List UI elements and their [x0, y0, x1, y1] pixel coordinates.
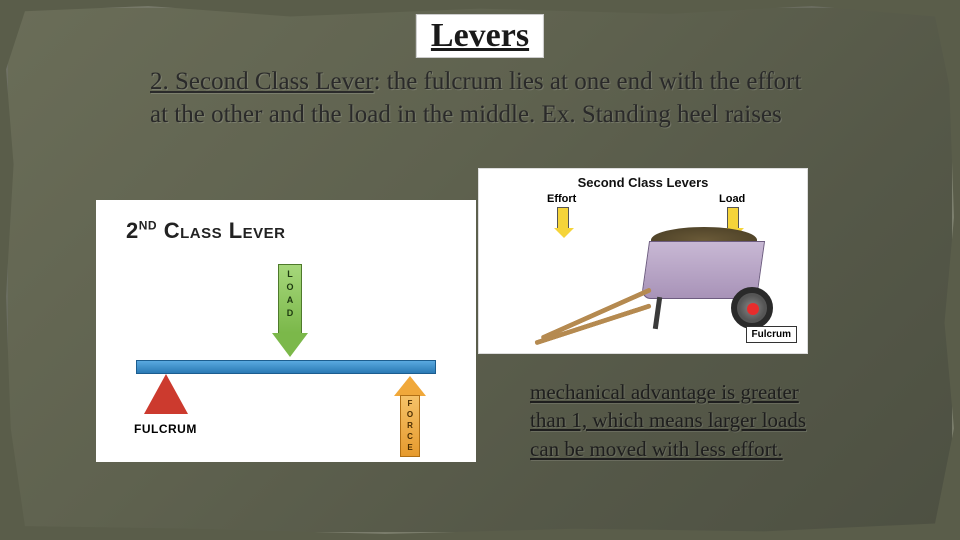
slide-title: Levers — [431, 17, 529, 54]
load-arrow-icon — [727, 207, 739, 229]
force-arrow-shaft: FORCE — [400, 395, 420, 457]
lever-beam — [136, 360, 436, 374]
wheelbarrow-leg — [653, 297, 662, 329]
fulcrum-triangle — [144, 374, 188, 414]
diagram-2nd-class-lever: 2ND Class Lever LOAD FULCRUM FORCE — [96, 200, 476, 462]
body-lead: 2. Second Class Lever — [150, 68, 374, 95]
wheelbarrow-handle — [534, 303, 652, 345]
diagram-right-title: Second Class Levers — [578, 175, 709, 190]
body-paragraph: 2. Second Class Lever: the fulcrum lies … — [150, 66, 810, 131]
diagram-left-title: 2ND Class Lever — [126, 218, 286, 244]
mechanical-advantage-text: mechanical advantage is greater than 1, … — [530, 378, 810, 463]
fulcrum-box-label: Fulcrum — [746, 326, 797, 343]
load-arrow-head — [272, 333, 308, 357]
diagram-wheelbarrow: Second Class Levers Effort Load Fulcrum — [478, 168, 808, 354]
fulcrum-label: FULCRUM — [134, 422, 197, 436]
load-arrow-shaft: LOAD — [278, 264, 302, 334]
effort-label: Effort — [547, 193, 576, 205]
effort-arrow-icon — [557, 207, 569, 229]
load-label: Load — [719, 193, 745, 205]
fulcrum-dot — [747, 303, 759, 315]
title-container: Levers — [416, 14, 544, 58]
force-arrow-head — [394, 376, 426, 396]
